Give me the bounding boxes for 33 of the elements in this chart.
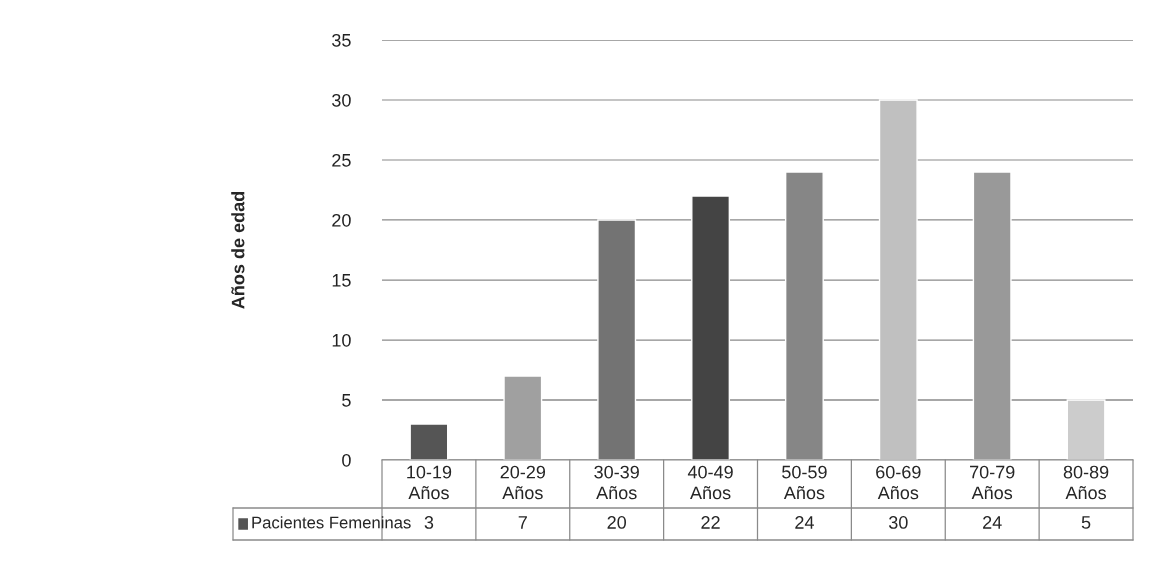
bar (409, 423, 449, 460)
x-tick-label: 10-19 Años (407, 465, 452, 500)
y-tick-label: 0 (342, 453, 351, 467)
data-label: 7 (518, 516, 527, 529)
data-label: 3 (424, 516, 434, 529)
bar (691, 195, 731, 460)
x-tick-label: 20-29 Años (500, 465, 546, 500)
x-tick-label: 70-79 Años (970, 465, 1015, 500)
bar (597, 219, 637, 460)
y-tick-label: 10 (332, 333, 351, 347)
x-tick-label: 40-49 Años (687, 465, 733, 500)
y-tick-label: 30 (332, 93, 351, 107)
data-label: 22 (701, 516, 720, 529)
data-label: 24 (983, 516, 1002, 529)
y-axis-title: Años de edad (231, 191, 245, 309)
y-tick-label: 5 (342, 394, 351, 407)
bar (1066, 399, 1106, 460)
data-label: 30 (888, 516, 908, 529)
y-tick-label: 15 (332, 274, 351, 287)
x-tick-label: 80-89 Años (1063, 465, 1109, 500)
y-tick-label: 20 (332, 213, 351, 227)
legend-label: Pacientes Femeninas (252, 516, 411, 529)
y-tick-label: 25 (332, 153, 351, 167)
x-tick-label: 50-59 Años (782, 465, 827, 500)
data-label: 20 (607, 516, 627, 529)
data-label: 24 (795, 516, 814, 529)
y-tick-label: 35 (332, 33, 351, 47)
data-label: 5 (1081, 516, 1091, 529)
bar (503, 375, 543, 460)
bar (878, 99, 918, 460)
bar (972, 171, 1012, 460)
x-tick-label: 30-39 Años (594, 465, 639, 500)
x-tick-label: 60-69 Años (876, 465, 921, 500)
